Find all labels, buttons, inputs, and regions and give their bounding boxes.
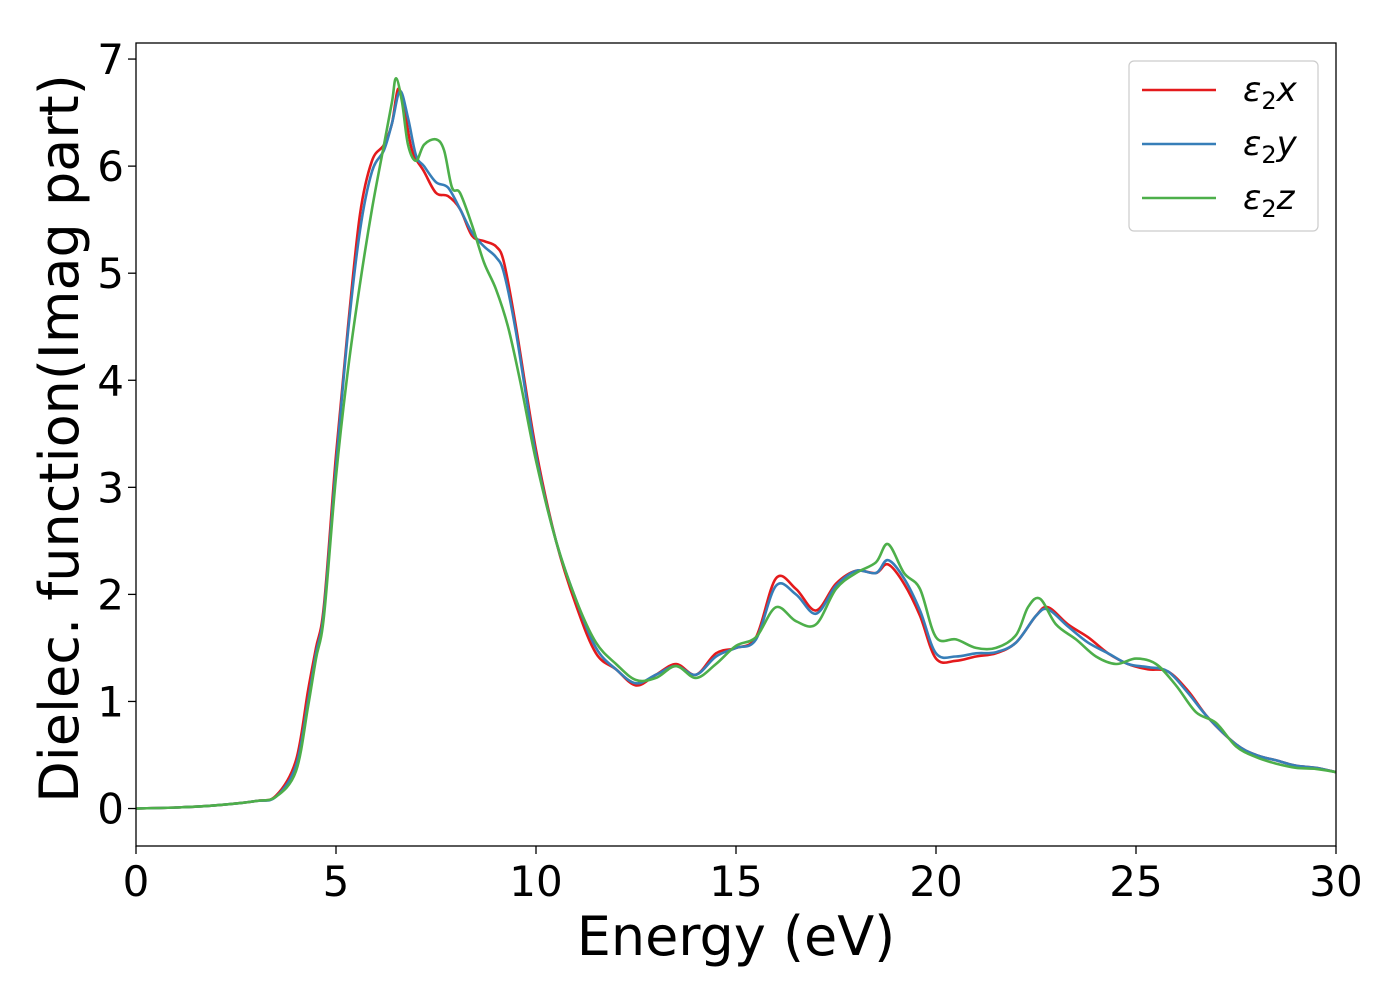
- x-tick-label: 20: [909, 857, 962, 906]
- x-tick-label: 30: [1309, 857, 1362, 906]
- y-tick-label: 6: [97, 142, 124, 191]
- y-axis-ticks: 0 1 2 3 4 5 6 7: [97, 35, 136, 834]
- y-tick-label: 3: [97, 463, 124, 512]
- x-tick-label: 15: [709, 857, 762, 906]
- y-tick-label: 5: [97, 249, 124, 298]
- legend-label-y: ε2y: [1243, 124, 1298, 169]
- y-axis-label: Dielec. function(Imag part): [28, 74, 91, 803]
- x-axis-ticks: 0 5 10 15 20 25 30: [123, 846, 1363, 906]
- series-layer: [135, 77, 1337, 810]
- legend-label-z: ε2z: [1243, 178, 1296, 223]
- y-tick-label: 1: [97, 677, 124, 726]
- x-tick-label: 5: [323, 857, 350, 906]
- x-tick-label: 0: [123, 857, 150, 906]
- x-axis-label: Energy (eV): [577, 905, 896, 968]
- y-tick-label: 4: [97, 356, 124, 405]
- legend-label-x: ε2x: [1243, 70, 1298, 115]
- y-tick-label: 7: [97, 35, 124, 84]
- legend: ε2x ε2y ε2z: [1128, 60, 1319, 232]
- series-line-y: [135, 89, 1337, 810]
- series-line-z: [135, 77, 1337, 810]
- y-tick-label: 2: [97, 570, 124, 619]
- legend-box: [1128, 60, 1319, 232]
- y-tick-label: 0: [97, 785, 124, 834]
- x-tick-label: 25: [1109, 857, 1162, 906]
- x-tick-label: 10: [509, 857, 562, 906]
